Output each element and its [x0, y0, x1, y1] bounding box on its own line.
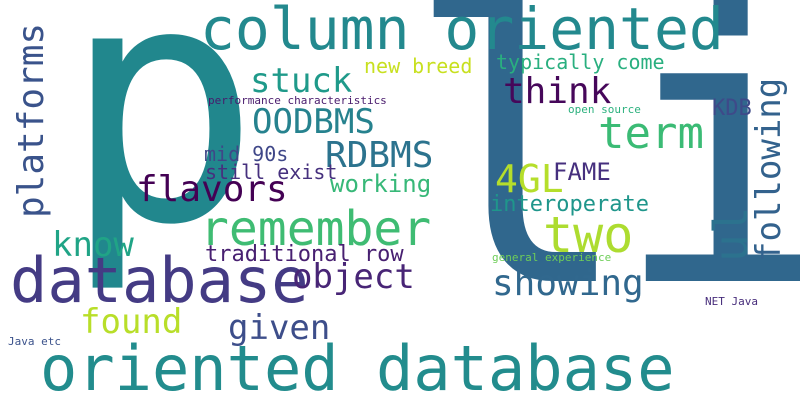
- word-given: given: [228, 308, 331, 348]
- word-showing: showing: [492, 263, 644, 304]
- word-general-experience: general experience: [492, 251, 612, 264]
- word-think: think: [503, 71, 612, 112]
- word-term: term: [598, 108, 704, 159]
- word-open-source: open source: [568, 103, 641, 116]
- word-working: working: [330, 170, 432, 198]
- word-mid-90s: mid 90s: [204, 142, 289, 166]
- word-know: know: [52, 225, 134, 265]
- word-still-exist: still exist: [205, 160, 338, 184]
- word-found: found: [80, 302, 183, 342]
- word-new-breed: new breed: [364, 54, 473, 78]
- word-performance-characteristics: performance characteristics: [208, 94, 387, 107]
- word-oodbms: OODBMS: [252, 102, 375, 142]
- word-ul: ul: [704, 206, 758, 262]
- word-following: following: [749, 77, 789, 262]
- word-remember: remember: [200, 201, 432, 257]
- word-typically-come: typically come: [496, 50, 665, 74]
- word-p: p: [62, 0, 261, 297]
- word-platforms: platforms: [11, 22, 52, 218]
- word-database: database: [10, 244, 309, 317]
- word-fame: FAME: [553, 158, 611, 186]
- word-oriented-database: oriented database: [40, 332, 675, 400]
- word-two: two: [543, 206, 634, 264]
- word-rdbms: RDBMS: [325, 135, 434, 176]
- word-java-etc: Java etc: [8, 335, 61, 348]
- word-kdb: KDB: [712, 96, 752, 121]
- word-column-oriented: column oriented: [200, 0, 724, 63]
- word-object: object: [292, 257, 415, 297]
- word-stuck: stuck: [250, 61, 353, 101]
- word-4gl: 4GL: [495, 157, 564, 201]
- word-li: li: [404, 0, 800, 371]
- word-interoperate: interoperate: [490, 192, 649, 217]
- word-net-java: NET Java: [705, 295, 758, 308]
- word-traditional-row: traditional row: [205, 242, 404, 267]
- word-flavors: flavors: [136, 169, 288, 210]
